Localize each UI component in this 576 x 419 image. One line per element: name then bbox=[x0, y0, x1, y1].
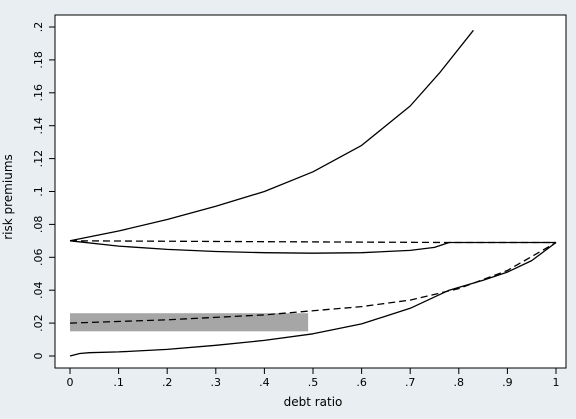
y-tick-label: .18 bbox=[32, 51, 45, 69]
y-tick-label: .2 bbox=[32, 22, 45, 33]
axes-layer: 0 .1 .2 .3 .4 .5 .6 .7 .8 .9 1 .2 .18 .16 .14 .12 .1 .08.… bbox=[32, 22, 560, 389]
x-tick-label: .7 bbox=[405, 376, 416, 389]
x-tick-label: .2 bbox=[162, 376, 173, 389]
x-tick-label: .6 bbox=[356, 376, 367, 389]
shaded-band-layer bbox=[70, 313, 309, 332]
series-line-5 bbox=[69, 241, 557, 357]
y-tick-label: .02 bbox=[32, 314, 45, 332]
series-line-1 bbox=[69, 29, 474, 242]
series-line-4 bbox=[69, 241, 557, 324]
series-layer bbox=[69, 29, 557, 357]
plot-area bbox=[54, 14, 567, 369]
x-tick-label: .5 bbox=[308, 376, 319, 389]
x-tick-label: 1 bbox=[553, 376, 560, 389]
y-tick-label: .06 bbox=[32, 249, 45, 267]
x-axis-label: debt ratio bbox=[284, 395, 343, 409]
y-tick-label: 0 bbox=[32, 353, 45, 360]
y-tick-label: .1 bbox=[32, 186, 45, 197]
y-tick-label: .14 bbox=[32, 117, 45, 135]
x-tick-label: .1 bbox=[113, 376, 124, 389]
y-tick-label: .04 bbox=[32, 281, 45, 299]
x-tick-label: .3 bbox=[211, 376, 222, 389]
x-tick-label: .4 bbox=[259, 376, 270, 389]
x-tick-label: .8 bbox=[454, 376, 465, 389]
y-axis-label: risk premiums bbox=[1, 154, 15, 240]
series-line-3 bbox=[69, 240, 556, 254]
y-tick-label: .08 bbox=[32, 216, 45, 234]
x-tick-label: 0 bbox=[67, 376, 74, 389]
y-tick-label: .12 bbox=[32, 150, 45, 168]
shaded-band bbox=[70, 313, 309, 332]
y-tick-label: .16 bbox=[32, 84, 45, 102]
x-tick-label: .9 bbox=[502, 376, 513, 389]
